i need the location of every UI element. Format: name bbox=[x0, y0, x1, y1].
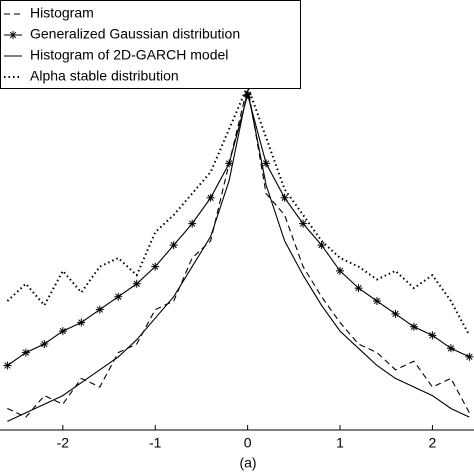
point-marker bbox=[336, 266, 345, 275]
point-marker bbox=[465, 352, 474, 361]
point-marker bbox=[280, 193, 289, 202]
point-marker bbox=[262, 159, 271, 168]
x-tick-label: 1 bbox=[336, 435, 344, 451]
series-line bbox=[6, 83, 471, 336]
point-marker bbox=[151, 262, 160, 271]
point-marker bbox=[21, 348, 30, 357]
legend: Histogram Generalized Gaussian distributi… bbox=[0, 0, 301, 89]
point-marker bbox=[428, 331, 437, 340]
point-marker bbox=[58, 327, 67, 336]
legend-label: Histogram of 2D-GARCH model bbox=[30, 47, 228, 63]
x-tick-label: -1 bbox=[149, 435, 162, 451]
x-tick-label: 2 bbox=[429, 435, 437, 451]
x-tick-label: -2 bbox=[57, 435, 70, 451]
series-line bbox=[7, 90, 470, 422]
point-marker bbox=[95, 305, 104, 314]
point-marker bbox=[77, 318, 86, 327]
legend-label: Generalized Gaussian distribution bbox=[30, 26, 240, 42]
point-marker bbox=[446, 344, 455, 353]
series-line bbox=[7, 85, 470, 418]
point-marker bbox=[243, 90, 252, 99]
point-marker bbox=[409, 322, 418, 331]
point-marker bbox=[299, 219, 308, 228]
point-marker bbox=[169, 241, 178, 250]
legend-label: Histogram bbox=[30, 5, 94, 21]
point-marker bbox=[40, 340, 49, 348]
point-marker bbox=[3, 361, 12, 370]
legend-box bbox=[0, 0, 301, 89]
point-marker bbox=[114, 292, 123, 301]
caption: (a) bbox=[239, 455, 256, 471]
point-marker bbox=[188, 219, 197, 228]
x-tick-label: 0 bbox=[244, 435, 252, 451]
point-marker bbox=[132, 279, 141, 288]
legend-label: Alpha stable distribution bbox=[30, 68, 179, 84]
point-marker bbox=[391, 309, 400, 318]
legend-marker bbox=[9, 31, 17, 39]
point-marker bbox=[317, 241, 326, 250]
point-marker bbox=[206, 193, 215, 202]
point-marker bbox=[354, 284, 363, 293]
point-marker bbox=[372, 297, 381, 305]
series-line bbox=[7, 92, 470, 366]
point-marker bbox=[225, 159, 234, 168]
